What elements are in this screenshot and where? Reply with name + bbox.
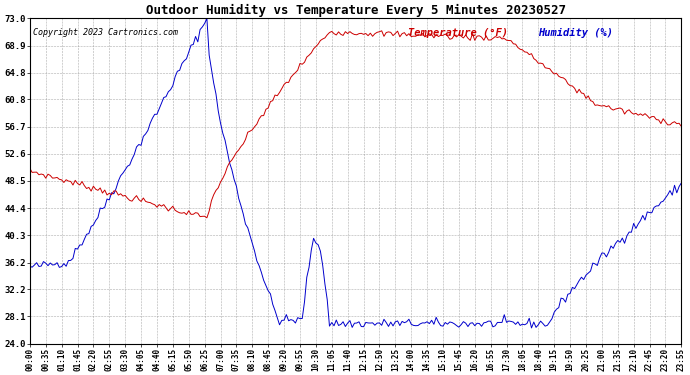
Text: Humidity (%): Humidity (%) <box>538 28 613 38</box>
Text: Temperature (°F): Temperature (°F) <box>408 28 508 38</box>
Text: Copyright 2023 Cartronics.com: Copyright 2023 Cartronics.com <box>33 28 178 37</box>
Title: Outdoor Humidity vs Temperature Every 5 Minutes 20230527: Outdoor Humidity vs Temperature Every 5 … <box>146 4 566 17</box>
